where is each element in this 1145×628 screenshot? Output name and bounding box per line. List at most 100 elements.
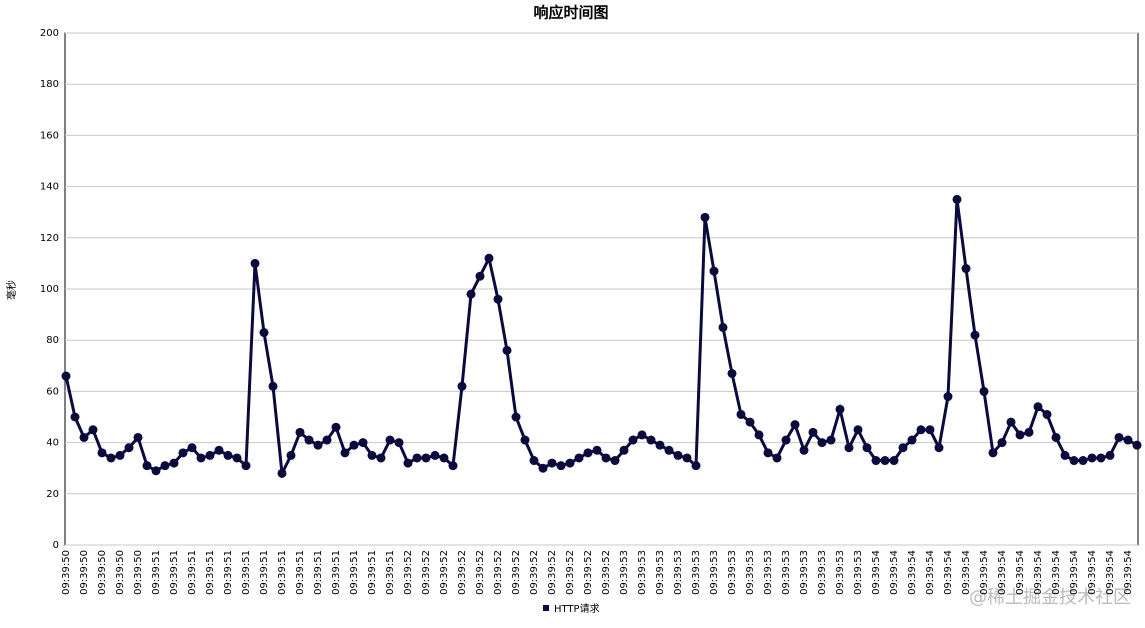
x-tick-label: 09:39:52 xyxy=(493,550,504,595)
data-point xyxy=(952,194,962,204)
data-point xyxy=(1105,450,1115,460)
data-point xyxy=(259,328,269,338)
data-point xyxy=(700,212,710,222)
x-tick-label: 09:39:54 xyxy=(943,550,954,595)
x-tick-label: 09:39:51 xyxy=(277,550,288,595)
legend-label: HTTP请求 xyxy=(554,602,600,615)
data-point xyxy=(1114,432,1124,442)
data-point xyxy=(268,381,278,391)
data-point xyxy=(709,266,719,276)
x-tick-label: 09:39:52 xyxy=(511,550,522,595)
x-tick-label: 09:39:51 xyxy=(187,550,198,595)
data-point xyxy=(313,440,323,450)
data-point xyxy=(736,409,746,419)
x-tick-label: 09:39:52 xyxy=(529,550,540,595)
data-point xyxy=(538,463,548,473)
data-point xyxy=(997,438,1007,448)
data-point xyxy=(1006,417,1016,427)
data-point xyxy=(907,435,917,445)
x-tick-label: 09:39:53 xyxy=(763,550,774,595)
x-tick-label: 09:39:54 xyxy=(1033,550,1044,595)
data-point xyxy=(943,392,953,402)
data-point xyxy=(205,450,215,460)
data-point xyxy=(799,445,809,455)
x-tick-label: 09:39:54 xyxy=(907,550,918,595)
x-tick-label: 09:39:53 xyxy=(619,550,630,595)
x-tick-label: 09:39:54 xyxy=(871,550,882,595)
x-tick-label: 09:39:51 xyxy=(313,550,324,595)
y-tick-label: 200 xyxy=(40,28,59,39)
data-point xyxy=(106,453,116,463)
data-point xyxy=(988,448,998,458)
data-point xyxy=(466,289,476,299)
data-point xyxy=(448,461,458,471)
data-point xyxy=(529,456,539,466)
x-tick-label: 09:39:51 xyxy=(205,550,216,595)
x-tick-label: 09:39:52 xyxy=(601,550,612,595)
data-point xyxy=(646,435,656,445)
data-point xyxy=(196,453,206,463)
x-tick-label: 09:39:51 xyxy=(169,550,180,595)
data-point xyxy=(781,435,791,445)
data-point xyxy=(1042,409,1052,419)
data-point xyxy=(979,386,989,396)
x-tick-label: 09:39:53 xyxy=(781,550,792,595)
data-point xyxy=(574,453,584,463)
data-point xyxy=(385,435,395,445)
data-point xyxy=(853,425,863,435)
data-point xyxy=(628,435,638,445)
y-tick-label: 40 xyxy=(46,438,59,449)
data-point xyxy=(520,435,530,445)
y-axis-label: 毫秒 xyxy=(5,280,18,300)
x-tick-label: 09:39:54 xyxy=(997,550,1008,595)
data-point xyxy=(1024,427,1034,437)
data-point xyxy=(754,430,764,440)
legend-swatch xyxy=(543,605,549,611)
x-tick-label: 09:39:53 xyxy=(745,550,756,595)
data-point xyxy=(412,453,422,463)
x-tick-label: 09:39:54 xyxy=(1069,550,1080,595)
data-point xyxy=(637,430,647,440)
data-point xyxy=(1069,456,1079,466)
x-tick-label: 09:39:51 xyxy=(349,550,360,595)
data-point xyxy=(619,445,629,455)
data-point xyxy=(1087,453,1097,463)
data-point xyxy=(790,420,800,430)
data-point xyxy=(547,458,557,468)
data-point xyxy=(961,264,971,274)
x-tick-label: 09:39:51 xyxy=(223,550,234,595)
data-point xyxy=(88,425,98,435)
data-point xyxy=(592,445,602,455)
x-tick-label: 09:39:50 xyxy=(79,550,90,595)
y-tick-label: 160 xyxy=(40,130,59,141)
data-point xyxy=(871,456,881,466)
data-point xyxy=(826,435,836,445)
x-tick-label: 09:39:53 xyxy=(709,550,720,595)
x-tick-label: 09:39:51 xyxy=(367,550,378,595)
x-tick-label: 09:39:53 xyxy=(853,550,864,595)
data-point xyxy=(583,448,593,458)
data-point xyxy=(1078,456,1088,466)
data-point xyxy=(880,456,890,466)
data-point xyxy=(223,450,233,460)
x-tick-label: 09:39:54 xyxy=(925,550,936,595)
data-point xyxy=(349,440,359,450)
data-point xyxy=(673,450,683,460)
x-tick-label: 09:39:54 xyxy=(961,550,972,595)
data-point xyxy=(241,461,251,471)
data-point xyxy=(1051,432,1061,442)
x-tick-label: 09:39:50 xyxy=(97,550,108,595)
data-point xyxy=(169,458,179,468)
x-tick-label: 09:39:53 xyxy=(835,550,846,595)
data-point xyxy=(835,404,845,414)
x-tick-label: 09:39:52 xyxy=(565,550,576,595)
data-point xyxy=(115,450,125,460)
y-tick-label: 0 xyxy=(53,540,59,551)
data-point xyxy=(214,445,224,455)
data-point xyxy=(232,453,242,463)
data-point xyxy=(808,427,818,437)
data-point xyxy=(682,453,692,463)
x-tick-label: 09:39:54 xyxy=(1015,550,1026,595)
data-point xyxy=(691,461,701,471)
data-point xyxy=(493,294,503,304)
